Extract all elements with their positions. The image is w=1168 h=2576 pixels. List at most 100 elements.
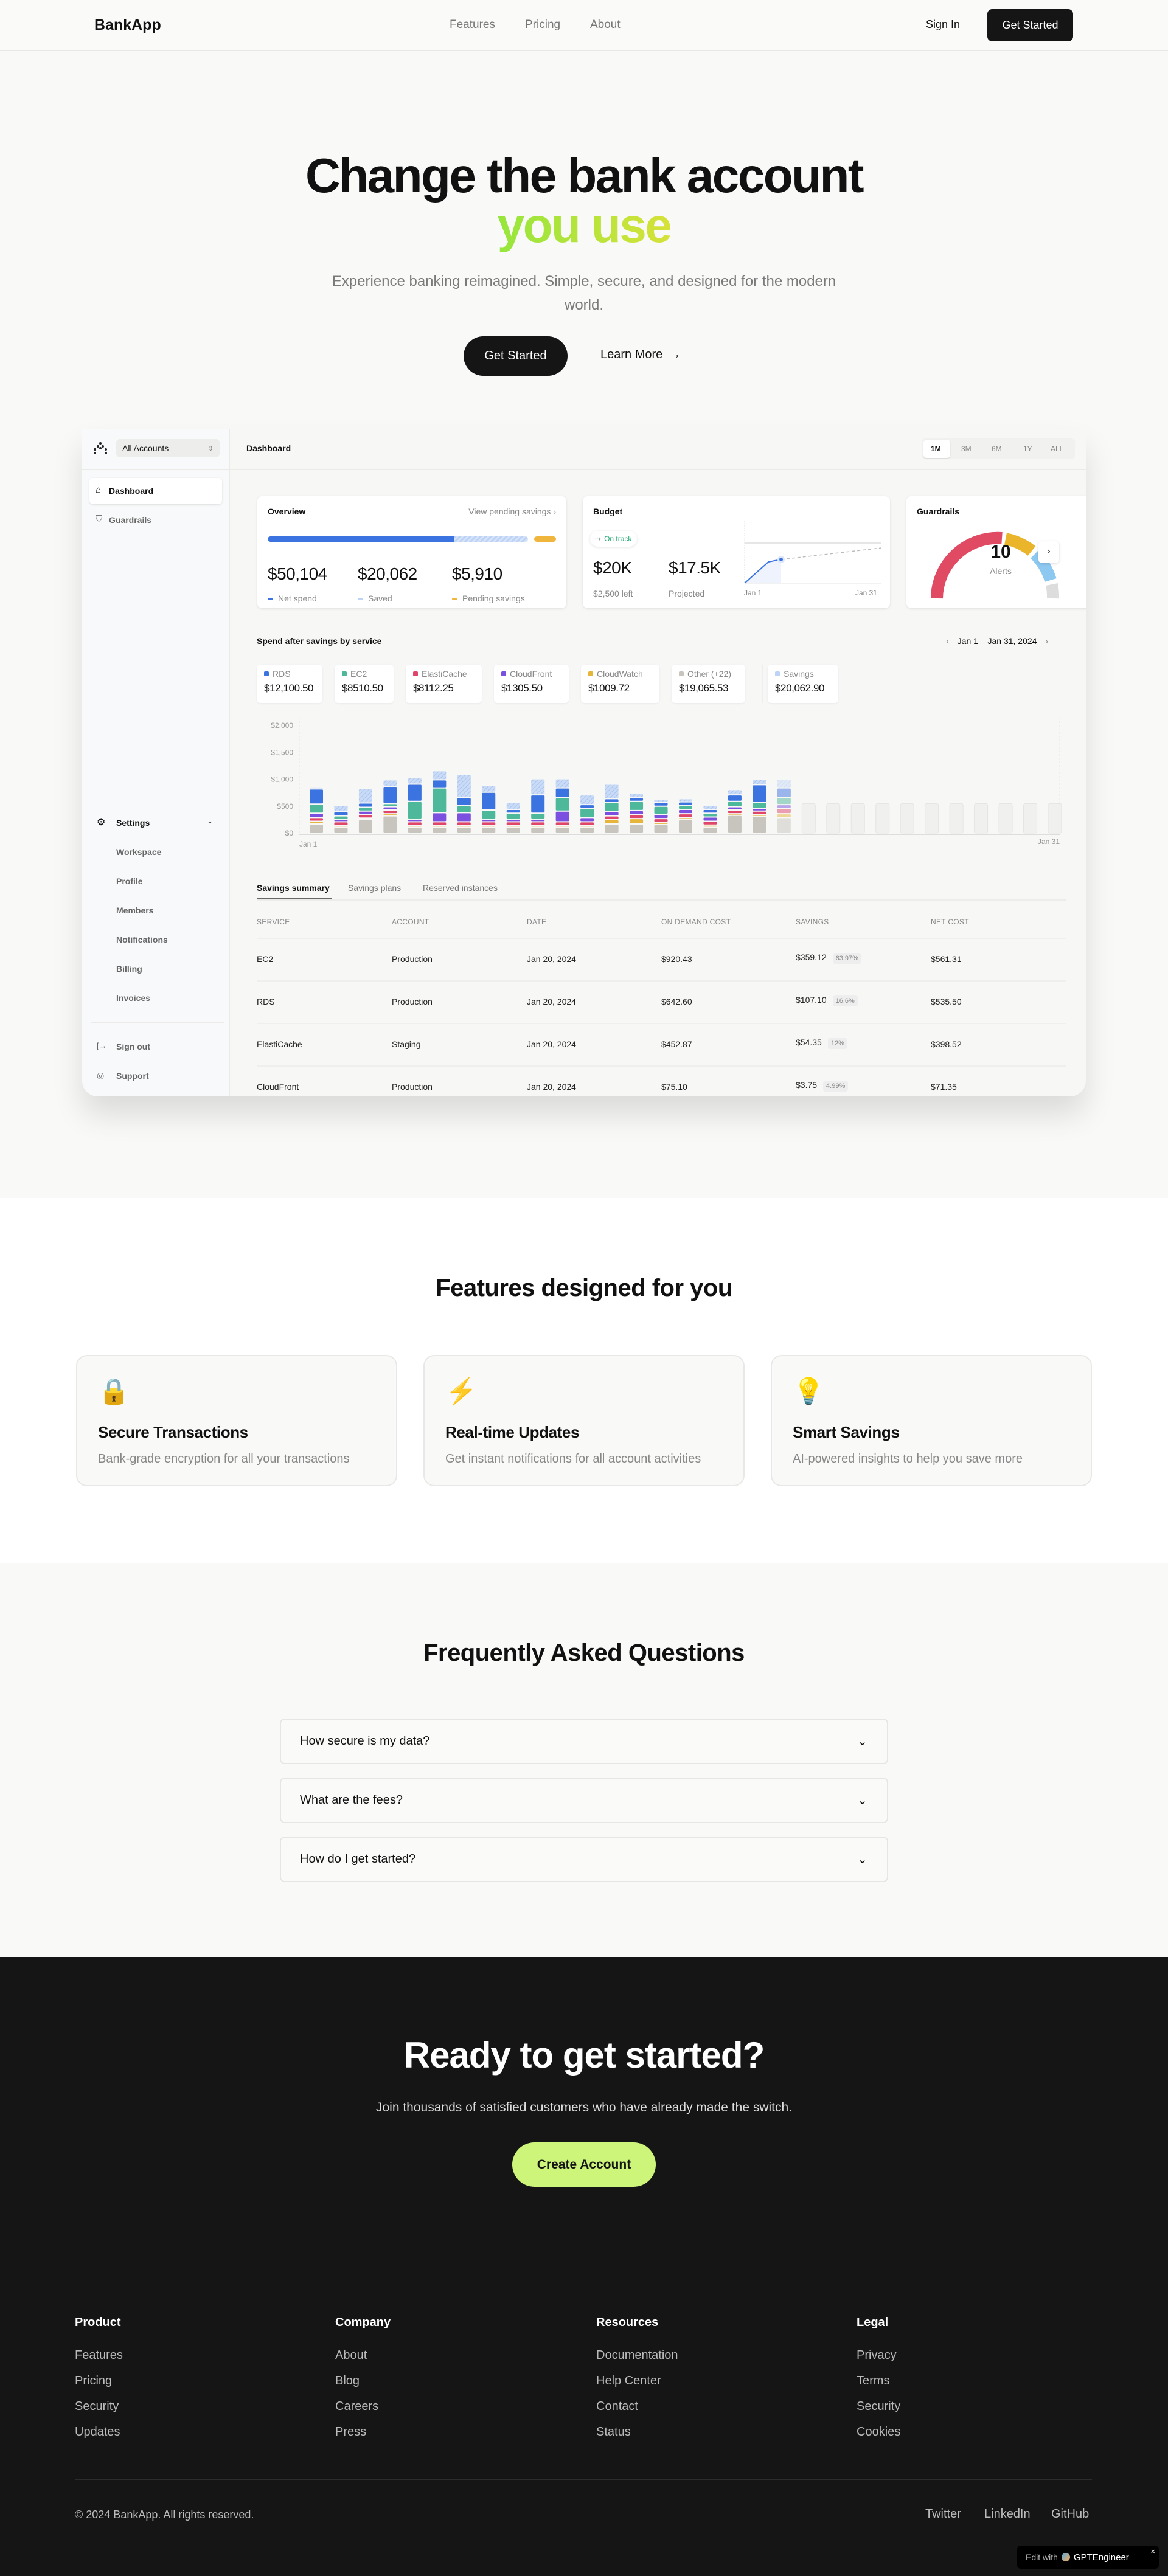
footer-link[interactable]: Cookies bbox=[857, 2425, 901, 2439]
bar-segment-savings[interactable] bbox=[506, 803, 520, 809]
bar-segment-cloudwatch[interactable] bbox=[310, 822, 323, 823]
bar-segment-savings[interactable] bbox=[580, 795, 594, 805]
footer-link[interactable]: Security bbox=[75, 2400, 119, 2413]
bar-segment-savings[interactable] bbox=[383, 780, 397, 786]
bar-segment-elasticache[interactable] bbox=[605, 816, 619, 819]
legend-item[interactable]: CloudWatch $1009.72 bbox=[581, 665, 659, 703]
bar-segment-other-22-[interactable] bbox=[482, 828, 496, 833]
bar-segment-other-22-[interactable] bbox=[580, 828, 594, 833]
bar-segment-savings[interactable] bbox=[703, 805, 717, 809]
bar-segment-elasticache[interactable] bbox=[310, 818, 323, 821]
bar-segment-savings[interactable] bbox=[408, 778, 422, 784]
bar-segment-cloudfront[interactable] bbox=[605, 812, 619, 815]
bar-segment-elasticache[interactable] bbox=[457, 822, 471, 825]
bar-segment-rds[interactable] bbox=[310, 789, 323, 804]
bar-segment-cloudwatch[interactable] bbox=[531, 826, 545, 827]
bar-segment-rds[interactable] bbox=[358, 803, 372, 807]
bar-segment-rds[interactable] bbox=[457, 798, 471, 805]
bar-segment-other-22-[interactable] bbox=[506, 828, 520, 833]
bar-segment-rds[interactable] bbox=[703, 810, 717, 813]
hero-get-started-button[interactable]: Get Started bbox=[464, 336, 568, 376]
footer-link[interactable]: Security bbox=[857, 2400, 901, 2413]
bar-segment-rds[interactable] bbox=[679, 802, 692, 805]
bar-segment-cloudwatch[interactable] bbox=[630, 819, 644, 823]
footer-link[interactable]: Terms bbox=[857, 2374, 890, 2387]
bar-segment-cloudfront[interactable] bbox=[753, 809, 766, 811]
bar-segment-ec2[interactable] bbox=[580, 809, 594, 817]
range-1y[interactable]: 1Y bbox=[1023, 445, 1032, 453]
footer-link[interactable]: About bbox=[335, 2349, 367, 2362]
bar-segment-savings[interactable] bbox=[777, 780, 791, 788]
bar-segment-ec2[interactable] bbox=[383, 804, 397, 806]
tab-savings-plans[interactable]: Savings plans bbox=[348, 883, 401, 893]
bar-segment-elasticache[interactable] bbox=[408, 822, 422, 825]
bar-segment-savings[interactable] bbox=[531, 779, 545, 795]
bar-segment-cloudwatch[interactable] bbox=[506, 826, 520, 827]
bar-segment-elasticache[interactable] bbox=[679, 814, 692, 817]
sidebar-item-billing[interactable]: Billing bbox=[116, 964, 142, 974]
bar-segment-cloudfront[interactable] bbox=[310, 814, 323, 817]
footer-link[interactable]: Privacy bbox=[857, 2349, 897, 2362]
footer-link[interactable]: Help Center bbox=[596, 2374, 661, 2387]
bar-segment-ec2[interactable] bbox=[777, 798, 791, 805]
bar-segment-other-22-[interactable] bbox=[457, 828, 471, 833]
bar-segment-cloudwatch[interactable] bbox=[457, 826, 471, 827]
bar-segment-ec2[interactable] bbox=[408, 802, 422, 819]
bar-segment-ec2[interactable] bbox=[605, 803, 619, 811]
bar-segment-other-22-[interactable] bbox=[654, 825, 668, 833]
range-1m[interactable]: 1M bbox=[931, 445, 941, 453]
chevron-right-icon[interactable]: › bbox=[1045, 636, 1049, 646]
footer-link[interactable]: Updates bbox=[75, 2425, 120, 2439]
bar-segment-ec2[interactable] bbox=[630, 802, 644, 810]
legend-item[interactable]: ElastiCache $8112.25 bbox=[406, 665, 482, 703]
bar-segment-cloudwatch[interactable] bbox=[334, 826, 348, 827]
bar-segment-savings[interactable] bbox=[433, 771, 447, 780]
chevron-left-icon[interactable]: ‹ bbox=[946, 636, 949, 646]
bar-segment-cloudwatch[interactable] bbox=[703, 825, 717, 827]
bar-segment-savings[interactable] bbox=[753, 780, 766, 784]
twitter-link[interactable]: Twitter bbox=[925, 2507, 961, 2521]
bar-segment-cloudwatch[interactable] bbox=[482, 826, 496, 827]
bar-segment-other-22-[interactable] bbox=[383, 816, 397, 833]
legend-item[interactable]: EC2 $8510.50 bbox=[335, 665, 394, 703]
bar-segment-ec2[interactable] bbox=[531, 814, 545, 819]
legend-item[interactable]: Other (+22) $19,065.53 bbox=[672, 665, 745, 703]
bar-segment-ec2[interactable] bbox=[457, 806, 471, 812]
bar-segment-ec2[interactable] bbox=[482, 810, 496, 819]
bar-segment-cloudwatch[interactable] bbox=[580, 826, 594, 827]
bar-segment-cloudfront[interactable] bbox=[531, 819, 545, 822]
bar-segment-other-22-[interactable] bbox=[777, 818, 791, 833]
bar-segment-elasticache[interactable] bbox=[334, 822, 348, 825]
bar-segment-cloudwatch[interactable] bbox=[679, 818, 692, 819]
bar-segment-elasticache[interactable] bbox=[358, 815, 372, 818]
bar-segment-elasticache[interactable] bbox=[777, 809, 791, 814]
bar-segment-savings[interactable] bbox=[630, 794, 644, 797]
bar-segment-cloudfront[interactable] bbox=[358, 811, 372, 814]
gptengineer-badge[interactable]: Edit with GPTEngineer × bbox=[1017, 2546, 1159, 2569]
nav-link-pricing[interactable]: Pricing bbox=[525, 18, 561, 31]
bar-segment-rds[interactable] bbox=[654, 803, 668, 806]
bar-segment-elasticache[interactable] bbox=[433, 822, 447, 825]
bar-segment-ec2[interactable] bbox=[433, 788, 447, 812]
bar-segment-rds[interactable] bbox=[408, 784, 422, 801]
bar-segment-rds[interactable] bbox=[531, 795, 545, 813]
bar-segment-elasticache[interactable] bbox=[580, 822, 594, 825]
bar-segment-ec2[interactable] bbox=[679, 806, 692, 809]
bar-segment-cloudfront[interactable] bbox=[703, 817, 717, 821]
bar-segment-ec2[interactable] bbox=[703, 814, 717, 817]
bar-segment-cloudwatch[interactable] bbox=[753, 815, 766, 816]
bar-segment-cloudfront[interactable] bbox=[334, 820, 348, 822]
footer-link[interactable]: Blog bbox=[335, 2374, 360, 2387]
bar-segment-other-22-[interactable] bbox=[310, 824, 323, 833]
bar-segment-rds[interactable] bbox=[433, 780, 447, 788]
bar-segment-other-22-[interactable] bbox=[703, 828, 717, 833]
footer-link[interactable]: Features bbox=[75, 2349, 123, 2362]
bar-segment-other-22-[interactable] bbox=[433, 828, 447, 833]
bar-segment-other-22-[interactable] bbox=[605, 824, 619, 833]
bar-segment-ec2[interactable] bbox=[358, 808, 372, 811]
bar-segment-ec2[interactable] bbox=[555, 798, 569, 811]
bar-segment-rds[interactable] bbox=[728, 795, 742, 801]
bar-segment-other-22-[interactable] bbox=[728, 815, 742, 833]
bar-segment-other-22-[interactable] bbox=[408, 828, 422, 833]
bar-segment-cloudfront[interactable] bbox=[433, 813, 447, 822]
